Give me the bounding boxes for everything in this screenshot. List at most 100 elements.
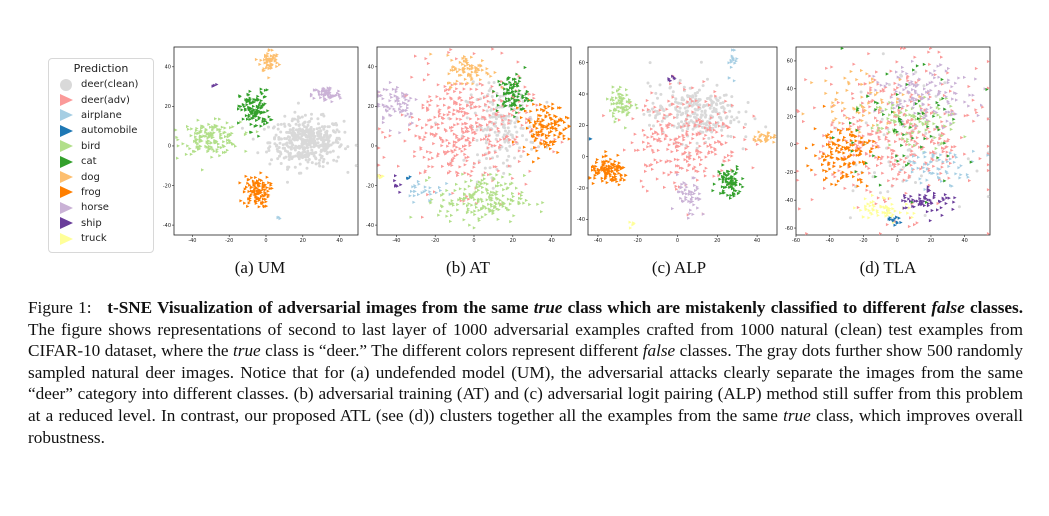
- scatter-point: [869, 200, 873, 205]
- scatter-point: [557, 135, 561, 139]
- scatter-point: [675, 126, 679, 130]
- scatter-point: [858, 130, 862, 134]
- scatter-point: [304, 158, 308, 162]
- circle-marker-icon: [60, 78, 72, 91]
- scatter-point: [472, 165, 476, 169]
- scatter-point: [745, 147, 749, 151]
- scatter-point: [519, 116, 524, 120]
- scatter-point: [459, 90, 463, 94]
- scatter-point: [897, 162, 901, 166]
- scatter-point: [836, 91, 840, 95]
- scatter-point: [493, 204, 497, 208]
- scatter-point: [882, 205, 886, 209]
- scatter-point: [490, 143, 495, 148]
- scatter-point: [924, 197, 928, 201]
- scatter-point: [255, 111, 259, 115]
- scatter-point: [444, 152, 448, 156]
- scatter-point: [843, 76, 847, 80]
- scatter-point: [254, 201, 258, 205]
- scatter-point: [813, 127, 817, 131]
- scatter-point: [871, 193, 875, 197]
- scatter-point: [231, 125, 235, 129]
- scatter-point: [463, 171, 467, 175]
- scatter-point: [532, 125, 537, 129]
- scatter-point: [676, 170, 680, 174]
- scatter-point: [498, 94, 502, 98]
- scatter-point: [506, 126, 510, 130]
- scatter-point: [694, 99, 699, 103]
- scatter-point: [874, 88, 878, 92]
- scatter-point: [448, 169, 452, 174]
- scatter-point: [925, 167, 930, 171]
- scatter-point: [475, 128, 479, 132]
- scatter-point: [974, 108, 978, 112]
- x-tick-label: 0: [264, 238, 267, 243]
- scatter-point: [837, 169, 841, 173]
- scatter-point: [689, 200, 693, 204]
- scatter-point: [417, 192, 421, 197]
- scatter-point: [266, 57, 270, 61]
- caption-body-2: class is “deer.” The different colors re…: [260, 341, 643, 361]
- scatter-point: [309, 145, 313, 149]
- scatter-point: [625, 88, 629, 92]
- scatter-point: [849, 69, 853, 74]
- scatter-point: [256, 197, 260, 201]
- scatter-point: [932, 109, 936, 113]
- scatter-panel-tla: -60 -40 -20 0 20 40 60 40 20 0 -20 -40 -60: [782, 45, 992, 243]
- scatter-point: [219, 146, 223, 150]
- scatter-point: [483, 205, 487, 209]
- scatter-point: [701, 212, 706, 216]
- scatter-point: [195, 145, 199, 149]
- scatter-point: [720, 125, 724, 129]
- scatter-point: [879, 130, 883, 134]
- scatter-point: [310, 152, 314, 156]
- scatter-point: [890, 202, 894, 206]
- scatter-point: [466, 204, 470, 208]
- scatter-point: [449, 48, 453, 52]
- scatter-point: [945, 171, 950, 175]
- scatter-point: [409, 215, 413, 219]
- scatter-point: [518, 196, 522, 200]
- scatter-point: [904, 191, 908, 195]
- scatter-point: [681, 129, 685, 132]
- scatter-point: [898, 137, 902, 141]
- scatter-point: [899, 102, 903, 106]
- scatter-point: [678, 78, 682, 82]
- scatter-point: [830, 147, 834, 151]
- scatter-point: [485, 135, 489, 139]
- scatter-point: [709, 143, 713, 147]
- scatter-point: [891, 101, 895, 105]
- x-tick-label: 0: [896, 238, 899, 243]
- scatter-point: [687, 123, 691, 128]
- scatter-point: [507, 118, 511, 122]
- scatter-point: [931, 158, 935, 162]
- scatter-point: [856, 184, 860, 188]
- scatter-point: [386, 105, 390, 109]
- scatter-point: [487, 81, 491, 85]
- scatter-point: [903, 122, 907, 126]
- scatter-point: [881, 155, 885, 159]
- scatter-point: [443, 84, 447, 89]
- scatter-point: [650, 127, 654, 131]
- scatter-point: [906, 211, 910, 215]
- scatter-point: [896, 159, 900, 163]
- scatter-point: [390, 95, 394, 99]
- scatter-point: [262, 69, 266, 73]
- scatter-point: [428, 103, 432, 107]
- scatter-point: [709, 116, 714, 120]
- scatter-point: [698, 98, 702, 102]
- scatter-point: [469, 174, 473, 178]
- scatter-point: [731, 150, 735, 154]
- scatter-point: [901, 93, 905, 97]
- scatter-point: [522, 107, 526, 111]
- scatter-point: [463, 147, 467, 151]
- triangle-marker-icon: [60, 140, 73, 153]
- scatter-point: [883, 84, 887, 88]
- scatter-point: [716, 99, 720, 102]
- scatter-point: [926, 185, 930, 189]
- scatter-point: [913, 199, 917, 203]
- scatter-point: [643, 133, 647, 137]
- scatter-point: [484, 141, 488, 145]
- scatter-point: [836, 100, 841, 105]
- scatter-point: [924, 128, 928, 132]
